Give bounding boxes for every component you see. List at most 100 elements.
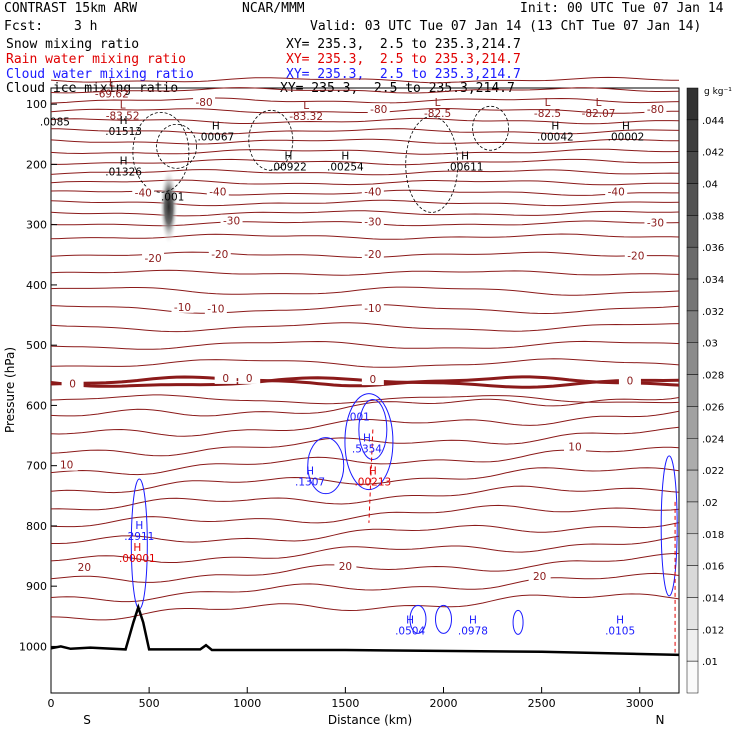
y-tick-label: 500 [26, 339, 47, 352]
x-tick-label: 0 [48, 697, 55, 710]
cloud-water-contour [344, 393, 394, 491]
temperature-isotherm [50, 158, 680, 166]
temperature-label: -40 [608, 187, 625, 199]
temperature-label: -20 [364, 249, 381, 261]
extremum-value: -83.52 [106, 110, 140, 122]
colorbar: .044 .042 .04 .038 .036 .034 .032 .03 .028 .026 .0… [686, 87, 724, 694]
y-tick-label: 300 [26, 219, 47, 232]
temperature-label: 10 [568, 442, 581, 454]
temperature-label-bg [618, 374, 641, 387]
temperature-label: 0 [370, 374, 377, 386]
extremum-letter: H [120, 155, 128, 167]
extremum-value: .5354 [352, 444, 382, 456]
field-name-snow: Snow mixing ratio [6, 37, 140, 52]
extremum-value: .001 [161, 192, 184, 204]
extremum-letter: H [135, 520, 143, 532]
colorbar-tick-label: .026 [702, 402, 724, 413]
colorbar-swatch [686, 342, 699, 375]
cloud-water-contour [512, 609, 524, 635]
extremum-letter: H [551, 120, 559, 132]
forecast-label: Fcst: [4, 19, 44, 34]
extremum-value: .0978 [458, 626, 488, 638]
y-tick-label: 100 [26, 98, 47, 111]
colorbar-tick-label: .016 [702, 562, 724, 573]
y-tick-label: 800 [26, 520, 47, 533]
extremum-value: .01513 [105, 126, 142, 138]
terrain-profile [50, 603, 680, 657]
cloud-ice-contour [132, 111, 190, 193]
temperature-isotherm [50, 375, 680, 388]
temperature-isotherm [50, 410, 680, 437]
x-tick-label: 500 [139, 697, 160, 710]
temperature-label-bg [367, 103, 390, 116]
cloud-water-contour [435, 604, 452, 634]
extremum-letter: H [461, 151, 469, 163]
temperature-isotherm [51, 522, 680, 544]
cloud-water-contours [130, 393, 678, 635]
temperature-isotherm [50, 97, 680, 104]
colorbar-swatch [686, 183, 699, 216]
temperature-label: -20 [211, 249, 228, 261]
x-axis: 0 500 1000 1500 2000 2500 3000 [48, 687, 654, 710]
temperature-isotherm [50, 358, 680, 368]
extremum-letter: H [306, 466, 314, 478]
extremum-value: .1307 [295, 477, 325, 489]
extremum-value: .00254 [327, 162, 364, 174]
extremum-value: .2911 [124, 531, 154, 543]
temperature-label: 0 [627, 375, 634, 387]
temperature-label-bg [361, 215, 384, 228]
plot-frame [50, 87, 680, 694]
temperature-label-bg [171, 300, 194, 313]
y-axis-title: Pressure (hPa) [3, 347, 17, 433]
temperature-label: 10 [60, 460, 73, 472]
colorbar-tick-label: .044 [702, 116, 724, 127]
colorbar-swatch [686, 151, 699, 184]
rain-water-contour [368, 429, 374, 523]
temperature-isotherm [50, 179, 680, 186]
temperature-label: -10 [207, 304, 224, 316]
extremum-letter: L [435, 97, 441, 109]
temperature-isotherm [50, 128, 680, 135]
temperature-isotherm [50, 553, 680, 583]
temperature-label: 20 [533, 571, 546, 583]
extremum-letter: H [120, 115, 128, 127]
valid-time: Valid: 03 UTC Tue 07 Jan 14 (13 ChT Tue … [310, 19, 702, 34]
org-label: NCAR/MMM [242, 1, 305, 16]
colorbar-tick-label: .032 [702, 307, 724, 318]
rain-water-contours [368, 429, 676, 653]
temperature-label-bg [214, 371, 237, 384]
extremum-letter: L [596, 97, 602, 109]
cloud-water-contour [409, 604, 427, 634]
temperature-label: 0 [222, 373, 229, 385]
temperature-label: -80 [370, 104, 387, 116]
cloud-ice-field [132, 105, 510, 245]
extremum-value: .0105 [605, 626, 635, 638]
cloud-water-contour [307, 437, 345, 495]
temperature-isotherm [50, 138, 679, 145]
temperature-label: 20 [78, 562, 91, 574]
colorbar-swatch [686, 215, 699, 248]
temperature-isotherm [50, 87, 680, 94]
temperature-isotherm [50, 107, 680, 114]
temperature-label: 0 [69, 378, 76, 390]
temperature-isotherm [50, 535, 680, 563]
extrema-markers: L-69.62L-83.52L-83.32L-82.5L-82.5L-82.07… [40, 78, 644, 638]
field-xy-rain: XY= 235.3, 2.5 to 235.3,214.7 [286, 52, 521, 67]
temperature-isotherm [50, 117, 680, 125]
x-tick-label: 1000 [233, 697, 261, 710]
temperature-label: -40 [135, 187, 152, 199]
colorbar-swatch [686, 501, 699, 535]
temperature-label-bg [220, 214, 243, 227]
temperature-label: -40 [209, 187, 226, 199]
temperature-label-bg [55, 458, 78, 471]
field-name-cloud-water: Cloud water mixing ratio [6, 67, 194, 82]
extremum-letter: H [212, 120, 220, 132]
colorbar-tick-label: .022 [702, 466, 724, 477]
x-tick-label: 2000 [430, 697, 458, 710]
temperature-label: -30 [223, 216, 240, 228]
temperature-label-bg [206, 185, 229, 198]
temperature-label-bg [73, 561, 96, 574]
temperature-isotherm [50, 504, 680, 528]
temperature-label-bg [624, 249, 647, 262]
